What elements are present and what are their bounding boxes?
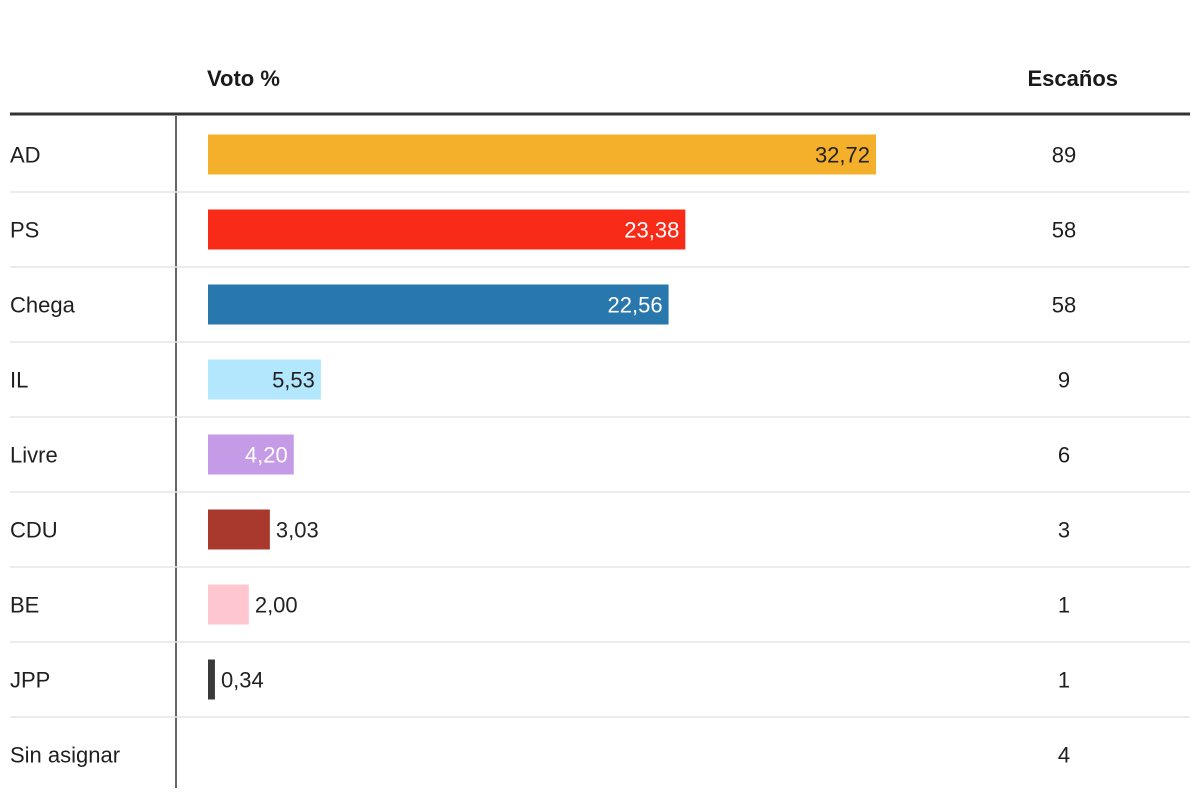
bar	[208, 584, 249, 625]
bar	[208, 434, 294, 475]
bar-value-label: 22,56	[608, 293, 663, 318]
bar	[208, 659, 215, 700]
seats-value: 1	[1058, 668, 1070, 693]
seats-header: Escaños	[1028, 66, 1119, 91]
seats-value: 58	[1052, 218, 1076, 243]
seats-value: 9	[1058, 368, 1070, 393]
party-label: AD	[10, 143, 41, 168]
bar-value-label: 32,72	[815, 143, 870, 168]
seats-value: 3	[1058, 518, 1070, 543]
party-label: JPP	[10, 668, 50, 693]
bar-value-label: 23,38	[624, 218, 679, 243]
bar	[208, 359, 321, 400]
party-label: IL	[10, 368, 28, 393]
bar	[208, 209, 686, 250]
seats-value: 4	[1058, 743, 1070, 768]
bar-value-label: 5,53	[272, 368, 315, 393]
party-label: PS	[10, 218, 39, 243]
seats-value: 58	[1052, 293, 1076, 318]
bar	[208, 509, 270, 550]
bar	[208, 284, 669, 325]
party-label: Sin asignar	[10, 743, 120, 768]
party-label: Chega	[10, 293, 76, 318]
bar	[208, 134, 876, 175]
seats-value: 6	[1058, 443, 1070, 468]
bar-value-label: 3,03	[276, 518, 319, 543]
vote-header: Voto %	[207, 66, 280, 91]
party-label: CDU	[10, 518, 58, 543]
seats-value: 1	[1058, 593, 1070, 618]
bar-value-label: 4,20	[245, 443, 288, 468]
bar-value-label: 2,00	[255, 593, 298, 618]
bar-value-label: 0,34	[221, 668, 264, 693]
rows: AD 89 32,72 PS 58 23,38 Chega 58 22,56 IL 9 5,53 Liv…	[10, 134, 1190, 768]
party-label: BE	[10, 593, 39, 618]
party-label: Livre	[10, 443, 58, 468]
seats-value: 89	[1052, 143, 1076, 168]
